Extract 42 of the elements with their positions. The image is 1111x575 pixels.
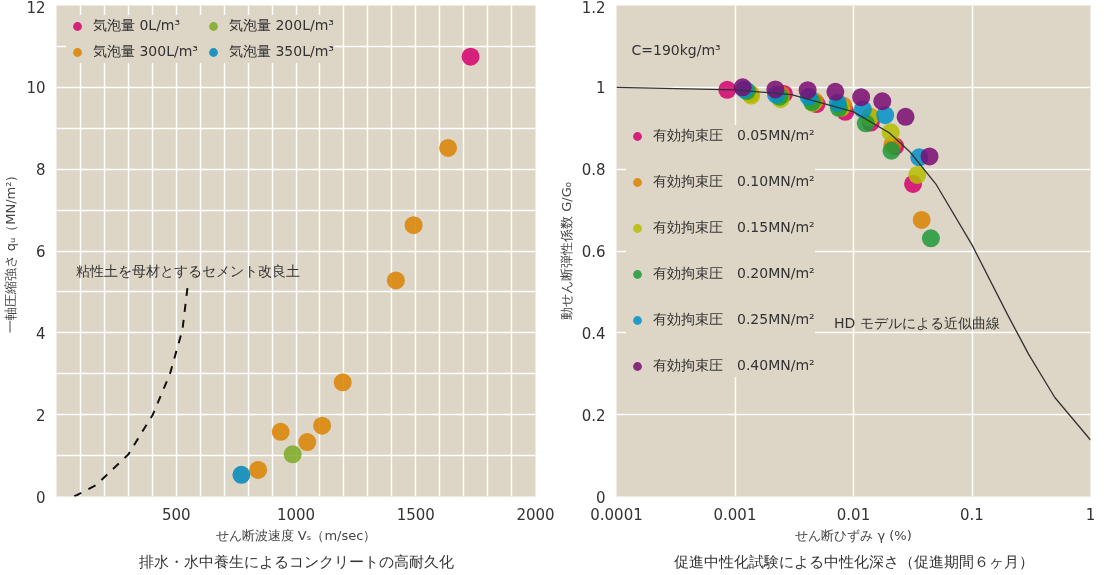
y-tick-label: 12 bbox=[26, 0, 46, 17]
x-tick-label: 0.1 bbox=[960, 505, 984, 524]
legend-label: 有効拘束圧 0.10MN/m² bbox=[653, 172, 815, 191]
y-tick-label: 1 bbox=[595, 79, 606, 98]
x-tick-label: 2000 bbox=[516, 505, 555, 524]
y-tick-label: 0.6 bbox=[581, 243, 606, 261]
x-tick-label: 500 bbox=[161, 505, 191, 524]
y-axis-title: 一軸圧縮強さ qᵤ（MN/m²） bbox=[3, 168, 19, 334]
text: 排水・水中養生によるコンクリートの高耐久化 bbox=[138, 552, 454, 571]
x-axis-title: せん断ひずみ γ (%) bbox=[795, 527, 912, 543]
y-tick-label: 8 bbox=[35, 161, 46, 180]
y-tick-label: 10 bbox=[26, 79, 46, 98]
legend-label: 気泡量 300L/m³ bbox=[93, 43, 198, 61]
x-tick-label: 1 bbox=[1085, 505, 1096, 524]
x-tick-label: 1500 bbox=[396, 505, 435, 524]
text: 促進中性化試験による中性化深さ（促進期間６ヶ月） bbox=[673, 552, 1034, 571]
legend-label: 有効拘束圧 0.25MN/m² bbox=[653, 310, 815, 329]
series-label: HD モデルによる近似曲線 bbox=[833, 314, 1000, 331]
series-label: 粘性土を母材とするセメント改良土 bbox=[75, 263, 300, 280]
legend-label: 気泡量 200L/m³ bbox=[228, 17, 334, 35]
y-tick-label: 2 bbox=[35, 406, 46, 425]
legend-label: 有効拘束圧 0.40MN/m² bbox=[653, 356, 815, 375]
x-tick-label: 0.01 bbox=[836, 505, 871, 524]
y-tick-label: 4 bbox=[35, 324, 46, 343]
legend-label: 気泡量 350L/m³ bbox=[228, 43, 334, 61]
y-tick-label: 1.2 bbox=[581, 0, 606, 17]
y-tick-label: 0.4 bbox=[581, 324, 606, 343]
annotation: C=190kg/m³ bbox=[631, 41, 721, 58]
y-tick-label: 0 bbox=[35, 488, 46, 507]
x-tick-label: 0.001 bbox=[713, 505, 757, 524]
legend-label: 気泡量 0L/m³ bbox=[93, 17, 181, 35]
x-tick-label: 1000 bbox=[276, 505, 316, 524]
x-axis-title: せん断波速度 Vₛ（m/sec） bbox=[215, 527, 377, 543]
legend-label: 有効拘束圧 0.15MN/m² bbox=[653, 218, 815, 237]
y-tick-label: 6 bbox=[35, 243, 46, 261]
y-tick-label: 0.2 bbox=[581, 406, 606, 425]
y-axis-title: 動せん断弾性係数 G/G₀ bbox=[558, 182, 574, 320]
legend-label: 有効拘束圧 0.05MN/m² bbox=[653, 126, 815, 145]
legend-label: 有効拘束圧 0.20MN/m² bbox=[653, 264, 815, 283]
x-tick-label: 0.0001 bbox=[590, 505, 643, 524]
y-tick-label: 0.8 bbox=[581, 161, 606, 180]
y-tick-label: 0 bbox=[595, 488, 606, 507]
